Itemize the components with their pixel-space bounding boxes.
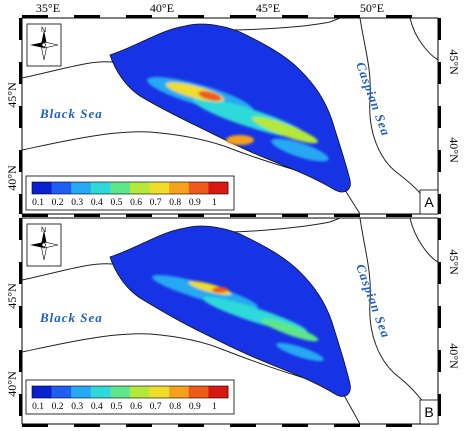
north-letter: N: [41, 27, 46, 34]
suitability-overlay: [152, 275, 324, 362]
legend-swatch: [208, 386, 229, 398]
legend-swatch: [110, 386, 131, 398]
lat-label-right: 45°N: [447, 49, 461, 75]
lat-label-right: 40°N: [447, 343, 461, 369]
legend-labels: 0.1 0.2 0.3 0.4 0.5 0.6 0.7 0.8 0.9 1: [32, 198, 217, 208]
legend-swatch: [130, 182, 150, 194]
legend-labels: 0.1 0.2 0.3 0.4 0.5 0.6 0.7 0.8 0.9 1: [32, 402, 217, 412]
legend-swatch: [110, 182, 131, 194]
frame-ticks: [19, 15, 441, 427]
legend-label: 0.1: [32, 402, 44, 412]
lat-label-left: 45°N: [5, 283, 19, 309]
lat-label-left: 45°N: [5, 82, 19, 108]
coastline: [409, 218, 438, 263]
legend-swatch: [169, 386, 190, 398]
legend-swatch: [149, 182, 170, 194]
lat-label-right: 40°N: [447, 137, 461, 163]
legend-label: 0.4: [91, 402, 103, 412]
lat-label-left: 40°N: [5, 371, 19, 397]
legend-label: 0.2: [52, 402, 64, 412]
black-sea-label: Black Sea: [39, 106, 103, 121]
legend-label: 0.7: [150, 198, 162, 208]
legend-swatch: [169, 182, 190, 194]
legend-label: 0.7: [150, 402, 162, 412]
legend-label: 0.5: [110, 198, 122, 208]
legend-label: 1: [212, 402, 217, 412]
legend-swatch: [130, 386, 150, 398]
legend-swatch: [32, 182, 52, 194]
north-arrow: N: [26, 223, 62, 267]
legend-swatch: [90, 182, 111, 194]
top-tick-label: 40°E: [150, 1, 174, 15]
coastline: [409, 18, 438, 61]
legend-label: 0.8: [169, 402, 181, 412]
legend-swatch: [90, 386, 111, 398]
legend-label: 0.3: [71, 402, 83, 412]
legend-label: 0.6: [130, 198, 142, 208]
legend-label: 0.3: [71, 198, 83, 208]
legend-label: 0.6: [130, 402, 142, 412]
legend-swatch: [188, 386, 209, 398]
color-legend: 0.1 0.2 0.3 0.4 0.5 0.6 0.7 0.8 0.9 1: [25, 379, 235, 415]
black-sea-label: Black Sea: [39, 310, 103, 325]
panel-a: Black Sea Caspian Sea N 45°N 40°N 45°N 4…: [5, 17, 461, 215]
legend-label: 0.9: [189, 198, 201, 208]
suitability-overlay: [147, 77, 329, 162]
legend-label: 1: [212, 198, 217, 208]
caspian-east-coast: [359, 218, 438, 424]
legend-label: 0.8: [169, 198, 181, 208]
legend-label: 0.2: [52, 198, 64, 208]
legend-swatch: [188, 182, 209, 194]
legend-label: 0.4: [91, 198, 103, 208]
north-arrow: N: [26, 23, 62, 67]
panel-b: Black Sea Caspian Sea N 45°N 40°N 45°N 4…: [5, 217, 461, 425]
legend-color-ramp: [31, 385, 229, 399]
top-axis: 35°E 40°E 45°E 50°E: [36, 1, 384, 15]
top-tick-label: 35°E: [36, 1, 60, 15]
legend-color-ramp: [31, 181, 229, 195]
lat-label-right: 45°N: [447, 249, 461, 275]
legend-label: 0.5: [110, 402, 122, 412]
legend-swatch: [208, 182, 229, 194]
legend-swatch: [51, 386, 72, 398]
legend-label: 0.9: [189, 402, 201, 412]
legend-swatch: [32, 386, 52, 398]
legend-label: 0.1: [32, 198, 44, 208]
top-tick-label: 45°E: [256, 1, 280, 15]
panel-letter: A: [424, 194, 434, 210]
legend-swatch: [149, 386, 170, 398]
legend-swatch: [51, 182, 72, 194]
top-tick-label: 50°E: [360, 1, 384, 15]
southern-coastline: [22, 333, 361, 424]
legend-swatch: [71, 386, 92, 398]
north-letter: N: [41, 227, 46, 234]
legend-swatch: [71, 182, 92, 194]
panel-letter: B: [424, 404, 433, 420]
lat-label-left: 40°N: [5, 165, 19, 191]
color-legend: 0.1 0.2 0.3 0.4 0.5 0.6 0.7 0.8 0.9 1: [25, 175, 235, 211]
